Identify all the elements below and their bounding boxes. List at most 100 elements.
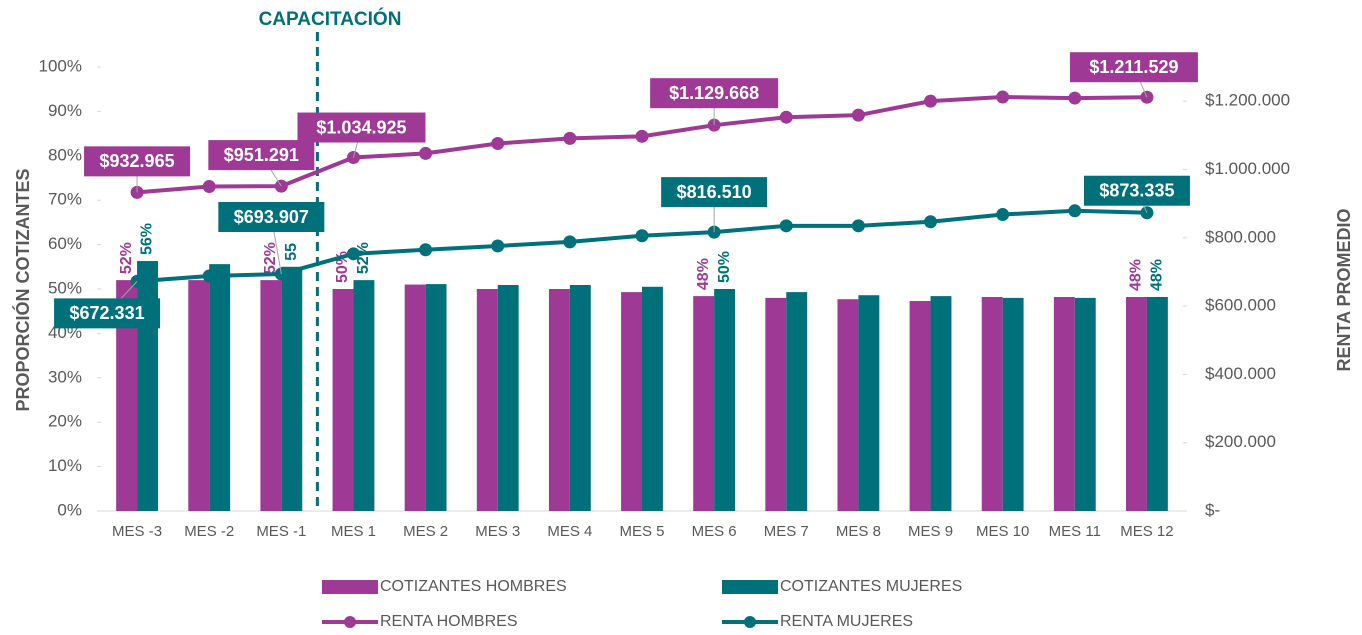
bar xyxy=(116,280,138,511)
line-point xyxy=(779,110,793,124)
bar xyxy=(981,296,1003,511)
y-tick-label: 90% xyxy=(48,101,82,120)
y-tick-label: 0% xyxy=(57,500,82,519)
x-tick-label: MES 9 xyxy=(908,523,953,540)
line-point xyxy=(635,129,649,143)
legend-marker xyxy=(744,616,756,628)
y2-tick-label: $800.000 xyxy=(1205,227,1276,246)
x-tick-label: MES 10 xyxy=(976,523,1029,540)
y-tick-label: 10% xyxy=(48,456,82,475)
line-point xyxy=(419,146,433,160)
line-value-label: $1.211.529 xyxy=(1089,57,1178,77)
value-label-box xyxy=(297,112,426,143)
line-value-label: $1.129.668 xyxy=(669,83,759,103)
bar-value-label: 48% xyxy=(695,258,712,290)
bar xyxy=(332,289,354,511)
value-label-box xyxy=(208,140,315,171)
y2-tick-label: $1.000.000 xyxy=(1205,159,1290,178)
legend-swatch xyxy=(322,580,378,594)
y2-tick-label: $400.000 xyxy=(1205,364,1276,383)
bar xyxy=(476,289,498,511)
line-value-label: $1.034.925 xyxy=(316,117,406,137)
bar xyxy=(1146,296,1168,511)
bar xyxy=(353,280,375,511)
bar-value-label: 48% xyxy=(1128,259,1145,291)
bar-value-label: 52% xyxy=(118,242,135,274)
bar-value-label: 55 xyxy=(283,243,300,261)
x-tick-label: MES -2 xyxy=(184,523,234,540)
bar xyxy=(209,264,231,511)
line-point xyxy=(924,215,938,229)
x-tick-label: MES 12 xyxy=(1120,523,1173,540)
line-point xyxy=(851,219,865,233)
bar xyxy=(1074,297,1096,511)
line-point xyxy=(779,219,793,233)
x-tick-label: MES 1 xyxy=(331,523,376,540)
y-axis-title: PROPORCIÓN COTIZANTES xyxy=(12,168,33,411)
bar xyxy=(765,297,787,511)
line-point xyxy=(346,247,360,261)
bar-value-label: 56% xyxy=(139,223,156,255)
x-tick-label: MES 4 xyxy=(547,523,592,540)
x-tick-label: MES 11 xyxy=(1049,523,1101,540)
y-tick-label: 50% xyxy=(48,278,82,297)
value-label-box xyxy=(218,202,325,233)
legend-swatch xyxy=(722,580,778,594)
legend-label: COTIZANTES MUJERES xyxy=(780,578,962,595)
bar xyxy=(188,280,210,511)
line-value-label: $951.291 xyxy=(224,145,299,165)
y-tick-label: 60% xyxy=(48,234,82,253)
x-tick-label: MES -3 xyxy=(112,523,162,540)
bar xyxy=(497,285,519,511)
line-point xyxy=(563,235,577,249)
bar xyxy=(858,295,880,511)
bar xyxy=(786,292,808,511)
bar xyxy=(404,284,426,511)
value-label-box xyxy=(54,298,161,329)
y2-tick-label: $1.200.000 xyxy=(1205,91,1290,110)
x-tick-label: MES 5 xyxy=(619,523,664,540)
bar xyxy=(642,286,663,511)
line-point xyxy=(202,269,216,283)
bar xyxy=(1126,296,1147,511)
line-value-label: $873.335 xyxy=(1099,180,1174,200)
line-value-label: $816.510 xyxy=(677,182,752,202)
legend-label: COTIZANTES HOMBRES xyxy=(380,578,567,595)
y-tick-label: 30% xyxy=(48,367,82,386)
value-label-box xyxy=(1069,52,1198,83)
bar xyxy=(909,300,931,511)
legend-label: RENTA MUJERES xyxy=(780,613,913,630)
line-point xyxy=(419,243,433,257)
y-tick-label: 20% xyxy=(48,412,82,431)
line-value-label: $672.331 xyxy=(70,303,145,323)
bar xyxy=(837,299,859,511)
line-point xyxy=(491,137,505,151)
legend-label: RENTA HOMBRES xyxy=(380,613,518,630)
bar xyxy=(621,292,642,511)
y-tick-label: 80% xyxy=(48,145,82,164)
bar xyxy=(569,285,591,511)
y2-tick-label: $600.000 xyxy=(1205,296,1276,315)
x-tick-label: MES -1 xyxy=(256,523,306,540)
x-tick-label: MES 2 xyxy=(403,523,448,540)
line-point xyxy=(491,239,505,253)
line-value-label: $932.965 xyxy=(100,151,175,171)
x-tick-label: MES 7 xyxy=(764,523,809,540)
value-label-box xyxy=(650,78,779,109)
bar xyxy=(930,296,952,511)
line-point xyxy=(996,90,1010,104)
bar xyxy=(548,289,570,511)
x-tick-label: MES 6 xyxy=(692,523,737,540)
line-point xyxy=(1068,204,1082,218)
line-point xyxy=(1068,91,1082,105)
y-tick-label: 70% xyxy=(48,190,82,209)
bar-value-label: 52% xyxy=(355,242,372,274)
y2-tick-label: $200.000 xyxy=(1205,432,1276,451)
bar xyxy=(1002,297,1024,511)
bar xyxy=(425,284,447,511)
bar xyxy=(1053,296,1075,511)
bar-value-label: 50% xyxy=(716,251,733,283)
bar xyxy=(693,296,715,511)
line-point xyxy=(924,94,938,108)
